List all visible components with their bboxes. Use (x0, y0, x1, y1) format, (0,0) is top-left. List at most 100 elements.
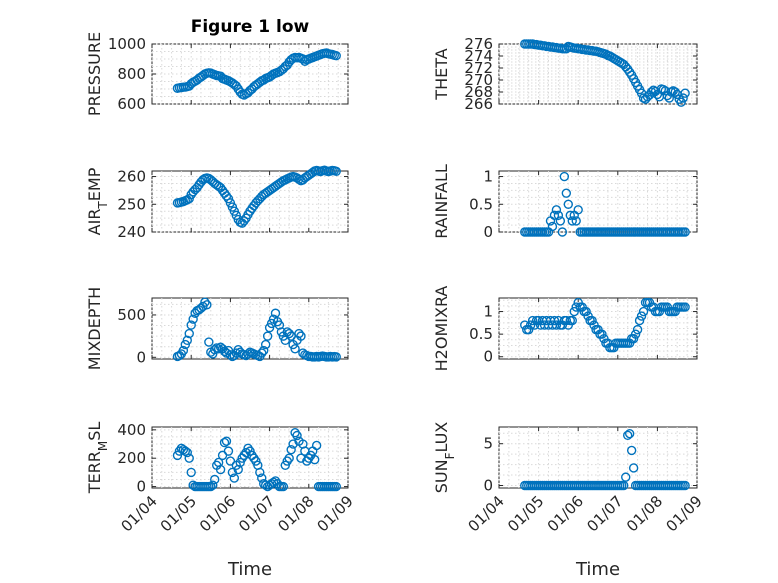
x-tick-label: 01/05 (157, 492, 200, 535)
data-point (680, 88, 690, 98)
y-axis-label: THETA (432, 48, 451, 100)
data-point (274, 320, 285, 330)
data-point (567, 315, 577, 326)
data-point (186, 467, 196, 478)
data-point (309, 454, 320, 465)
data-point (296, 331, 306, 341)
y-axis-label: AIRTEMP (85, 167, 110, 235)
data-point (221, 191, 232, 201)
data-point (553, 210, 564, 221)
data-point (559, 171, 570, 182)
data-point (567, 216, 577, 226)
data-point (561, 188, 572, 198)
data-point (280, 460, 290, 471)
data-point (208, 480, 218, 490)
data-point (257, 348, 267, 358)
subplot-mixdepth: 0 500 MIXDEPTH (85, 287, 349, 370)
data-point (178, 345, 189, 356)
data-point (569, 306, 579, 317)
data-point (172, 450, 183, 461)
y-tick-label: 0 (483, 476, 493, 494)
data-point (255, 467, 265, 478)
data-point (188, 314, 198, 324)
data-point (210, 474, 220, 485)
data-point (331, 352, 341, 362)
data-point (571, 216, 581, 226)
axes-box (498, 426, 698, 489)
x-tick-label: 01/06 (196, 492, 239, 535)
data-point (547, 221, 558, 232)
data-point (331, 481, 341, 492)
data-point (180, 446, 191, 456)
x-axis-label: Time (575, 559, 620, 580)
data-point (619, 480, 629, 491)
data-point (527, 315, 538, 326)
y-tick-label: 0 (483, 223, 493, 241)
x-tick-label: 01/07 (583, 492, 626, 535)
data-point (636, 311, 647, 321)
y-tick-label: 1000 (108, 35, 146, 53)
y-tick-label: 500 (117, 306, 146, 324)
data-point (331, 166, 341, 176)
data-point (251, 456, 261, 466)
data-point (290, 344, 300, 354)
y-tick-label: 272 (464, 59, 493, 77)
y-tick-label: 1 (483, 168, 493, 186)
y-tick-label: 266 (464, 95, 493, 113)
data-point (628, 463, 639, 473)
y-tick-label: 400 (117, 421, 146, 439)
subplot-rainfall: 0 0.5 1 RAINFALL (432, 164, 698, 241)
data-point (292, 430, 302, 441)
y-axis-label: SUNFLUX (432, 422, 457, 494)
data-point (223, 446, 234, 456)
y-tick-label: 1 (483, 303, 493, 321)
data-point (270, 308, 281, 318)
data-point (561, 315, 572, 326)
data-point (571, 302, 581, 312)
data-point (259, 345, 269, 356)
data-point (215, 464, 226, 475)
data-point (646, 87, 657, 97)
data-point (186, 320, 196, 330)
y-tick-label: 260 (117, 168, 146, 186)
data-point (286, 444, 296, 455)
data-point (221, 436, 232, 446)
data-point (638, 306, 649, 317)
data-point (278, 481, 289, 492)
data-point (634, 315, 645, 326)
data-point (311, 440, 322, 451)
y-tick-label: 276 (464, 35, 493, 53)
data-point (551, 320, 562, 330)
x-tick-label: 01/07 (235, 492, 278, 535)
data-point (184, 453, 194, 463)
data-point (264, 322, 275, 333)
data-point (626, 445, 637, 456)
data-point (666, 87, 676, 97)
axes-box (151, 170, 349, 233)
y-axis-label: MIXDEPTH (85, 287, 104, 370)
subplot-h2omixra: 0 0.5 1 H2OMIXRA (432, 286, 698, 371)
data-point (581, 306, 591, 317)
data-point (549, 210, 560, 221)
data-point (678, 93, 688, 103)
data-point (202, 300, 212, 310)
data-point (294, 174, 304, 185)
data-point (180, 339, 191, 350)
data-point (623, 430, 633, 441)
data-point (621, 472, 631, 482)
data-point (206, 481, 216, 492)
data-point (284, 328, 294, 339)
y-tick-label: 200 (117, 449, 146, 467)
data-point (524, 324, 534, 335)
data-point (664, 93, 674, 103)
data-point (260, 339, 271, 350)
y-tick-label: 274 (464, 47, 493, 65)
data-point (680, 227, 690, 237)
y-tick-label: 250 (117, 195, 146, 213)
data-point (260, 480, 271, 490)
data-point (557, 227, 568, 237)
